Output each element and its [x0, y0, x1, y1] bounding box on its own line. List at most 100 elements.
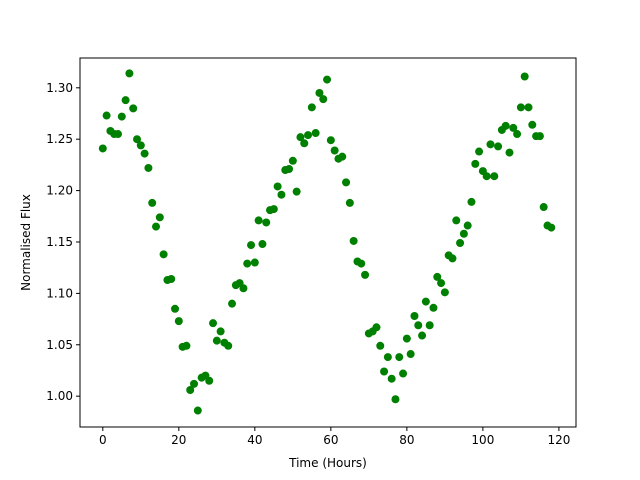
point — [547, 223, 556, 232]
point — [486, 140, 495, 149]
point — [277, 190, 286, 199]
point — [319, 95, 328, 104]
x-tick-label: 120 — [547, 433, 570, 447]
point — [247, 241, 256, 250]
point — [273, 182, 282, 191]
point — [482, 172, 491, 181]
point — [224, 341, 233, 350]
point — [285, 165, 294, 174]
point — [395, 353, 404, 362]
x-tick-label: 100 — [471, 433, 494, 447]
x-tick-label: 0 — [99, 433, 107, 447]
point — [148, 198, 157, 207]
point — [452, 216, 461, 225]
point — [433, 272, 442, 281]
point — [167, 274, 176, 283]
point — [380, 367, 389, 376]
point — [326, 136, 335, 145]
point — [239, 284, 248, 293]
point — [121, 96, 130, 105]
point — [182, 341, 191, 350]
point — [102, 111, 111, 120]
x-axis-label: Time (Hours) — [288, 456, 367, 470]
point — [539, 203, 548, 212]
point — [349, 236, 358, 245]
point — [505, 148, 514, 157]
point — [494, 142, 503, 151]
y-tick-label: 1.10 — [46, 286, 73, 300]
y-tick-label: 1.15 — [46, 235, 73, 249]
x-tick-label: 60 — [323, 433, 338, 447]
point — [383, 353, 392, 362]
point — [414, 321, 423, 330]
point — [448, 254, 457, 263]
point — [535, 132, 544, 141]
point — [406, 350, 415, 359]
point — [98, 144, 107, 153]
x-tick-label: 20 — [171, 433, 186, 447]
point — [524, 103, 533, 112]
point — [330, 146, 339, 155]
point — [152, 222, 161, 231]
point — [509, 123, 518, 132]
point — [117, 112, 126, 121]
point — [459, 229, 468, 238]
point — [323, 75, 332, 84]
point — [136, 141, 145, 150]
y-tick-label: 1.05 — [46, 338, 73, 352]
point — [216, 327, 225, 336]
point — [463, 221, 472, 230]
y-tick-label: 1.20 — [46, 184, 73, 198]
point — [513, 130, 522, 139]
point — [490, 172, 499, 181]
point — [376, 341, 385, 350]
point — [528, 120, 537, 129]
point — [399, 369, 408, 378]
point — [140, 149, 149, 158]
point — [296, 133, 305, 142]
y-tick-label: 1.25 — [46, 132, 73, 146]
point — [193, 406, 202, 415]
point — [186, 385, 195, 394]
point — [307, 103, 316, 112]
point — [254, 216, 263, 225]
axes-frame — [79, 57, 577, 428]
point — [311, 129, 320, 138]
point — [190, 379, 199, 388]
point — [300, 139, 309, 148]
x-tick-label: 40 — [247, 433, 262, 447]
point — [361, 270, 370, 279]
point — [171, 304, 180, 313]
point — [144, 163, 153, 172]
point — [304, 131, 313, 140]
point — [205, 376, 214, 385]
point — [228, 299, 237, 308]
point — [250, 258, 259, 267]
point — [387, 374, 396, 383]
point — [410, 311, 419, 320]
point — [437, 279, 446, 288]
point — [421, 297, 430, 306]
point — [243, 259, 252, 268]
point — [269, 205, 278, 214]
point — [342, 178, 351, 187]
point — [133, 135, 142, 144]
y-tick-label: 1.00 — [46, 389, 73, 403]
point — [402, 334, 411, 343]
point — [258, 240, 267, 249]
point — [125, 69, 134, 78]
point — [372, 323, 381, 332]
point — [129, 104, 138, 113]
point — [467, 197, 476, 206]
point — [516, 103, 525, 112]
point — [159, 250, 168, 259]
point — [292, 187, 301, 196]
point — [520, 72, 529, 81]
plot-area — [80, 58, 576, 427]
point — [288, 156, 297, 165]
point — [114, 130, 123, 139]
point — [501, 121, 510, 130]
point — [315, 88, 324, 97]
